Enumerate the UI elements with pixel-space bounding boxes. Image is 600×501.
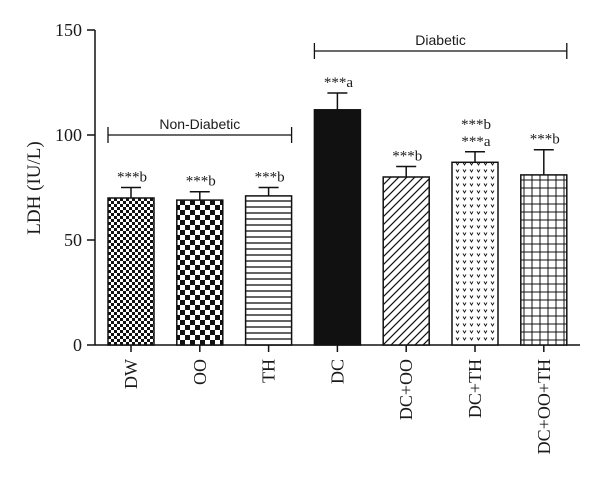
significance-label: ***b <box>186 174 216 190</box>
significance-label: ***a <box>324 75 354 91</box>
category-label: DC <box>327 359 347 384</box>
y-tick-label: 50 <box>64 230 82 250</box>
significance-label: ***b <box>530 132 560 148</box>
bars: ***b ***b ***b***a***b***a***b***b <box>107 75 568 346</box>
category-label: DC+OO+TH <box>534 359 554 454</box>
significance-label: ***b <box>117 170 147 186</box>
y-tick-label: 100 <box>55 125 82 145</box>
group-brackets: Non-Diabetic Diabetic <box>107 32 568 143</box>
y-ticks: 0 50 100 150 <box>55 20 95 355</box>
group-label: Diabetic <box>415 32 466 48</box>
category-label: DC+TH <box>465 359 485 418</box>
significance-label: ***a <box>461 134 491 150</box>
bar-th <box>244 195 293 346</box>
category-label: TH <box>259 359 279 383</box>
bar-dc-th <box>451 161 499 346</box>
y-tick-label: 0 <box>73 335 82 355</box>
y-axis-title: LDH (IU/L) <box>24 141 45 234</box>
category-labels: DW OO TH DC DC+OO DC+TH DC+OO+TH <box>121 345 554 454</box>
bar-dc <box>313 109 362 346</box>
category-label: DW <box>121 359 141 389</box>
category-label: OO <box>190 359 210 385</box>
bar-dc-oo <box>382 176 430 346</box>
significance-label: ***b <box>255 170 285 186</box>
bar-oo <box>176 199 224 346</box>
bar-dc-oo-th <box>520 174 568 346</box>
bar-dw <box>107 197 155 346</box>
significance-label: ***b <box>461 117 491 133</box>
group-label: Non-Diabetic <box>159 116 240 132</box>
significance-label: ***b <box>392 149 422 165</box>
category-label: DC+OO <box>396 359 416 420</box>
y-tick-label: 150 <box>55 20 82 40</box>
